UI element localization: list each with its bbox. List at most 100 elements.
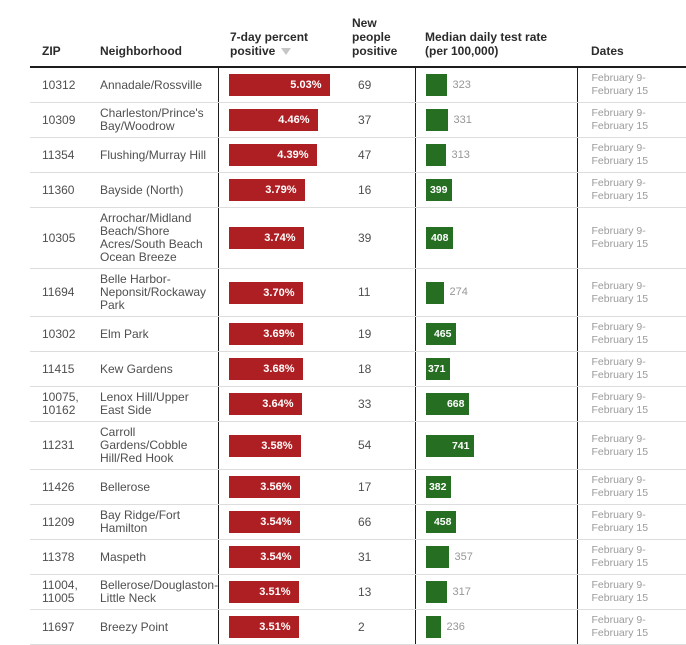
- test-rate-value-outside: 313: [451, 148, 470, 161]
- dates-cell: February 9-February 15: [576, 207, 686, 269]
- dates-cell: February 9-February 15: [576, 539, 686, 575]
- dates-cell: February 9-February 15: [576, 67, 686, 103]
- neighborhood-cell: Belle Harbor-Neponsit/Rockaway Park: [100, 268, 218, 317]
- neighborhood-cell: Breezy Point: [100, 609, 218, 645]
- column-header-zip-label: ZIP: [42, 44, 61, 58]
- percent-positive-bar: 3.64%: [228, 393, 302, 415]
- column-header-zip[interactable]: ZIP: [30, 6, 100, 68]
- column-header-percent-positive[interactable]: 7-day percent positive: [218, 6, 352, 68]
- percent-positive-cell: 3.69%: [217, 316, 352, 352]
- zip-cell: 10302: [30, 316, 100, 352]
- percent-positive-cell: 3.51%: [217, 574, 352, 610]
- new-people-positive-cell: 69: [352, 67, 415, 103]
- test-rate-value-outside: 236: [446, 620, 465, 633]
- test-rate-bar: 371: [425, 358, 450, 380]
- percent-positive-value: 5.03%: [290, 79, 322, 91]
- table-row: 11697 Breezy Point 3.51% 2 236 February …: [30, 609, 686, 645]
- new-people-positive-cell: 39: [352, 207, 415, 269]
- zip-cell: 11378: [30, 539, 100, 575]
- percent-positive-bar: 4.46%: [228, 109, 318, 131]
- table-row: 11426 Bellerose 3.56% 17 382 February 9-…: [30, 469, 686, 505]
- test-rate-cell: 323: [414, 67, 577, 103]
- dates-cell: February 9-February 15: [576, 504, 686, 540]
- percent-positive-value: 3.70%: [263, 286, 295, 299]
- dates-cell: February 9-February 15: [576, 351, 686, 387]
- table-row: 11004, 11005 Bellerose/Douglaston-Little…: [30, 574, 686, 610]
- percent-positive-bar: 3.56%: [228, 476, 300, 498]
- neighborhood-cell: Charleston/Prince's Bay/Woodrow: [100, 102, 218, 138]
- test-rate-cell: 313: [414, 137, 577, 173]
- new-people-positive-cell: 18: [352, 351, 415, 387]
- zip-cell: 10075, 10162: [30, 386, 100, 422]
- zip-cell: 11697: [30, 609, 100, 645]
- table-row: 10309 Charleston/Prince's Bay/Woodrow 4.…: [30, 102, 686, 138]
- new-people-positive-cell: 31: [352, 539, 415, 575]
- percent-positive-cell: 3.58%: [217, 421, 352, 470]
- percent-positive-cell: 3.68%: [217, 351, 352, 387]
- column-header-new-people-positive[interactable]: New people positive: [352, 6, 415, 68]
- dates-cell: February 9-February 15: [576, 316, 686, 352]
- test-rate-cell: 382: [414, 469, 577, 505]
- dates-cell: February 9-February 15: [576, 469, 686, 505]
- neighborhood-cell: Flushing/Murray Hill: [100, 137, 218, 173]
- new-people-positive-cell: 19: [352, 316, 415, 352]
- column-header-test-rate[interactable]: Median daily test rate (per 100,000): [415, 6, 577, 68]
- test-rate-cell: 668: [414, 386, 577, 422]
- dates-cell: February 9-February 15: [576, 102, 686, 138]
- percent-positive-value: 3.79%: [265, 184, 297, 196]
- table-row: 11354 Flushing/Murray Hill 4.39% 47 313 …: [30, 137, 686, 173]
- test-rate-cell: 741: [414, 421, 577, 470]
- zip-cell: 10305: [30, 207, 100, 269]
- new-people-positive-cell: 66: [352, 504, 415, 540]
- percent-positive-cell: 3.56%: [217, 469, 352, 505]
- column-header-neighborhood[interactable]: Neighborhood: [100, 6, 218, 68]
- percent-positive-bar: 3.68%: [228, 358, 303, 380]
- test-rate-cell: 458: [414, 504, 577, 540]
- dates-cell: February 9-February 15: [576, 609, 686, 645]
- test-rate-bar: [425, 581, 447, 603]
- positivity-table: ZIP Neighborhood 7-day percent positive …: [30, 6, 686, 645]
- table-row: 10305 Arrochar/Midland Beach/Shore Acres…: [30, 207, 686, 269]
- test-rate-cell: 331: [414, 102, 577, 138]
- percent-positive-bar: 3.54%: [228, 511, 300, 533]
- zip-cell: 11231: [30, 421, 100, 470]
- column-header-dates[interactable]: Dates: [577, 6, 686, 68]
- dates-cell: February 9-February 15: [576, 137, 686, 173]
- test-rate-value-inside: 668: [446, 398, 465, 410]
- header-row: ZIP Neighborhood 7-day percent positive …: [30, 6, 686, 68]
- percent-positive-cell: 3.51%: [217, 609, 352, 645]
- test-rate-value-outside: 274: [449, 286, 468, 298]
- zip-cell: 11209: [30, 504, 100, 540]
- neighborhood-cell: Bellerose/Douglaston-Little Neck: [100, 574, 218, 610]
- dates-cell: February 9-February 15: [576, 421, 686, 470]
- neighborhood-cell: Arrochar/Midland Beach/Shore Acres/South…: [100, 207, 218, 269]
- percent-positive-bar: 3.54%: [228, 546, 300, 568]
- new-people-positive-cell: 11: [352, 268, 415, 317]
- zip-cell: 11354: [30, 137, 100, 173]
- percent-positive-cell: 3.64%: [217, 386, 352, 422]
- percent-positive-value: 3.51%: [259, 586, 291, 598]
- column-header-test-rate-label: Median daily test rate (per 100,000): [425, 30, 548, 58]
- test-rate-bar: [425, 74, 447, 96]
- test-rate-cell: 236: [414, 609, 577, 645]
- neighborhood-cell: Bay Ridge/Fort Hamilton: [100, 504, 218, 540]
- percent-positive-cell: 4.46%: [217, 102, 352, 138]
- test-rate-bar: [425, 546, 449, 568]
- column-header-percent-positive-label: 7-day percent positive: [230, 30, 309, 58]
- neighborhood-cell: Bayside (North): [100, 172, 218, 208]
- percent-positive-bar: 3.70%: [228, 281, 303, 304]
- new-people-positive-cell: 33: [352, 386, 415, 422]
- percent-positive-bar: 5.03%: [228, 74, 330, 96]
- test-rate-bar: 668: [425, 393, 469, 415]
- percent-positive-value: 3.69%: [263, 328, 295, 340]
- dates-cell: February 9-February 15: [576, 386, 686, 422]
- table-row: 11694 Belle Harbor-Neponsit/Rockaway Par…: [30, 268, 686, 317]
- new-people-positive-cell: 37: [352, 102, 415, 138]
- table-row: 11415 Kew Gardens 3.68% 18 371 February …: [30, 351, 686, 387]
- test-rate-value-outside: 323: [452, 78, 471, 91]
- new-people-positive-cell: 2: [352, 609, 415, 645]
- neighborhood-cell: Maspeth: [100, 539, 218, 575]
- percent-positive-bar: 3.51%: [228, 616, 299, 638]
- test-rate-cell: 357: [414, 539, 577, 575]
- test-rate-value-outside: 331: [453, 113, 472, 126]
